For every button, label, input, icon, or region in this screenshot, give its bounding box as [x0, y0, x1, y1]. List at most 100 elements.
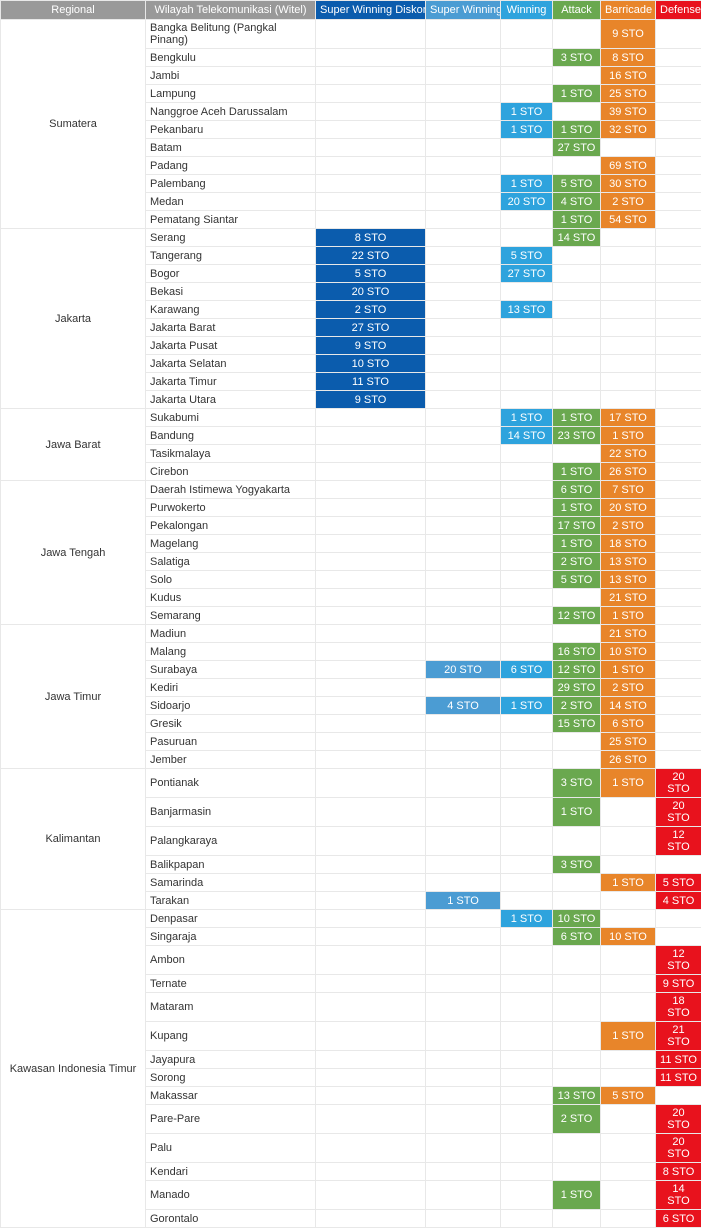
witel-cell: Nanggroe Aceh Darussalam: [146, 103, 316, 121]
empty-cell: [316, 798, 426, 827]
bar-cell: 1 STO: [601, 874, 656, 892]
win-cell: 14 STO: [501, 427, 553, 445]
bar-cell: 1 STO: [601, 427, 656, 445]
witel-cell: Makassar: [146, 1087, 316, 1105]
att-cell: 1 STO: [553, 535, 601, 553]
empty-cell: [601, 373, 656, 391]
def-cell: 14 STO: [656, 1181, 701, 1210]
empty-cell: [553, 67, 601, 85]
empty-cell: [426, 975, 501, 993]
empty-cell: [601, 856, 656, 874]
empty-cell: [316, 1051, 426, 1069]
witel-cell: Bandung: [146, 427, 316, 445]
witel-cell: Jakarta Utara: [146, 391, 316, 409]
def-cell: 21 STO: [656, 1022, 701, 1051]
empty-cell: [656, 427, 701, 445]
bar-cell: 2 STO: [601, 517, 656, 535]
empty-cell: [501, 139, 553, 157]
witel-cell: Bogor: [146, 265, 316, 283]
regional-cell: Jakarta: [1, 229, 146, 409]
empty-cell: [426, 1051, 501, 1069]
empty-cell: [426, 535, 501, 553]
empty-cell: [426, 373, 501, 391]
witel-cell: Balikpapan: [146, 856, 316, 874]
regional-cell: Jawa Barat: [1, 409, 146, 481]
empty-cell: [601, 265, 656, 283]
witel-cell: Bengkulu: [146, 49, 316, 67]
witel-cell: Surabaya: [146, 661, 316, 679]
att-cell: 15 STO: [553, 715, 601, 733]
table-head: Regional Wilayah Telekomunikasi (Witel) …: [1, 1, 701, 20]
att-cell: 1 STO: [553, 1181, 601, 1210]
empty-cell: [553, 1069, 601, 1087]
empty-cell: [316, 499, 426, 517]
empty-cell: [656, 499, 701, 517]
def-cell: 8 STO: [656, 1163, 701, 1181]
empty-cell: [316, 661, 426, 679]
empty-cell: [316, 856, 426, 874]
witel-cell: Samarinda: [146, 874, 316, 892]
empty-cell: [656, 553, 701, 571]
empty-cell: [656, 193, 701, 211]
empty-cell: [426, 247, 501, 265]
empty-cell: [553, 993, 601, 1022]
witel-cell: Jember: [146, 751, 316, 769]
empty-cell: [426, 856, 501, 874]
empty-cell: [426, 427, 501, 445]
bar-cell: 10 STO: [601, 643, 656, 661]
bar-cell: 7 STO: [601, 481, 656, 499]
regional-cell: Kawasan Indonesia Timur: [1, 910, 146, 1228]
empty-cell: [601, 391, 656, 409]
empty-cell: [426, 67, 501, 85]
empty-cell: [426, 715, 501, 733]
win-cell: 27 STO: [501, 265, 553, 283]
def-cell: 11 STO: [656, 1051, 701, 1069]
empty-cell: [656, 49, 701, 67]
col-barricade: Barricade: [601, 1, 656, 20]
witel-cell: Jakarta Selatan: [146, 355, 316, 373]
def-cell: 18 STO: [656, 993, 701, 1022]
empty-cell: [656, 391, 701, 409]
empty-cell: [316, 928, 426, 946]
att-cell: 14 STO: [553, 229, 601, 247]
empty-cell: [426, 211, 501, 229]
empty-cell: [426, 1105, 501, 1134]
table-row: SumateraBangka Belitung (Pangkal Pinang)…: [1, 20, 701, 49]
empty-cell: [656, 910, 701, 928]
bar-cell: 69 STO: [601, 157, 656, 175]
empty-cell: [601, 1181, 656, 1210]
empty-cell: [426, 910, 501, 928]
empty-cell: [316, 1087, 426, 1105]
def-cell: 11 STO: [656, 1069, 701, 1087]
empty-cell: [316, 751, 426, 769]
empty-cell: [501, 975, 553, 993]
att-cell: 1 STO: [553, 499, 601, 517]
bar-cell: 13 STO: [601, 553, 656, 571]
att-cell: 10 STO: [553, 910, 601, 928]
witel-cell: Kendari: [146, 1163, 316, 1181]
att-cell: 3 STO: [553, 49, 601, 67]
empty-cell: [316, 553, 426, 571]
empty-cell: [316, 535, 426, 553]
att-cell: 6 STO: [553, 928, 601, 946]
empty-cell: [553, 1051, 601, 1069]
swd-cell: 5 STO: [316, 265, 426, 283]
regional-cell: Jawa Timur: [1, 625, 146, 769]
empty-cell: [553, 1022, 601, 1051]
witel-cell: Kediri: [146, 679, 316, 697]
empty-cell: [601, 892, 656, 910]
empty-cell: [316, 993, 426, 1022]
empty-cell: [316, 827, 426, 856]
empty-cell: [316, 679, 426, 697]
empty-cell: [601, 1134, 656, 1163]
win-cell: 1 STO: [501, 409, 553, 427]
witel-cell: Pare-Pare: [146, 1105, 316, 1134]
empty-cell: [656, 175, 701, 193]
att-cell: 2 STO: [553, 553, 601, 571]
bar-cell: 1 STO: [601, 769, 656, 798]
empty-cell: [656, 67, 701, 85]
empty-cell: [426, 1181, 501, 1210]
regional-cell: Jawa Tengah: [1, 481, 146, 625]
witel-cell: Sukabumi: [146, 409, 316, 427]
witel-cell: Cirebon: [146, 463, 316, 481]
